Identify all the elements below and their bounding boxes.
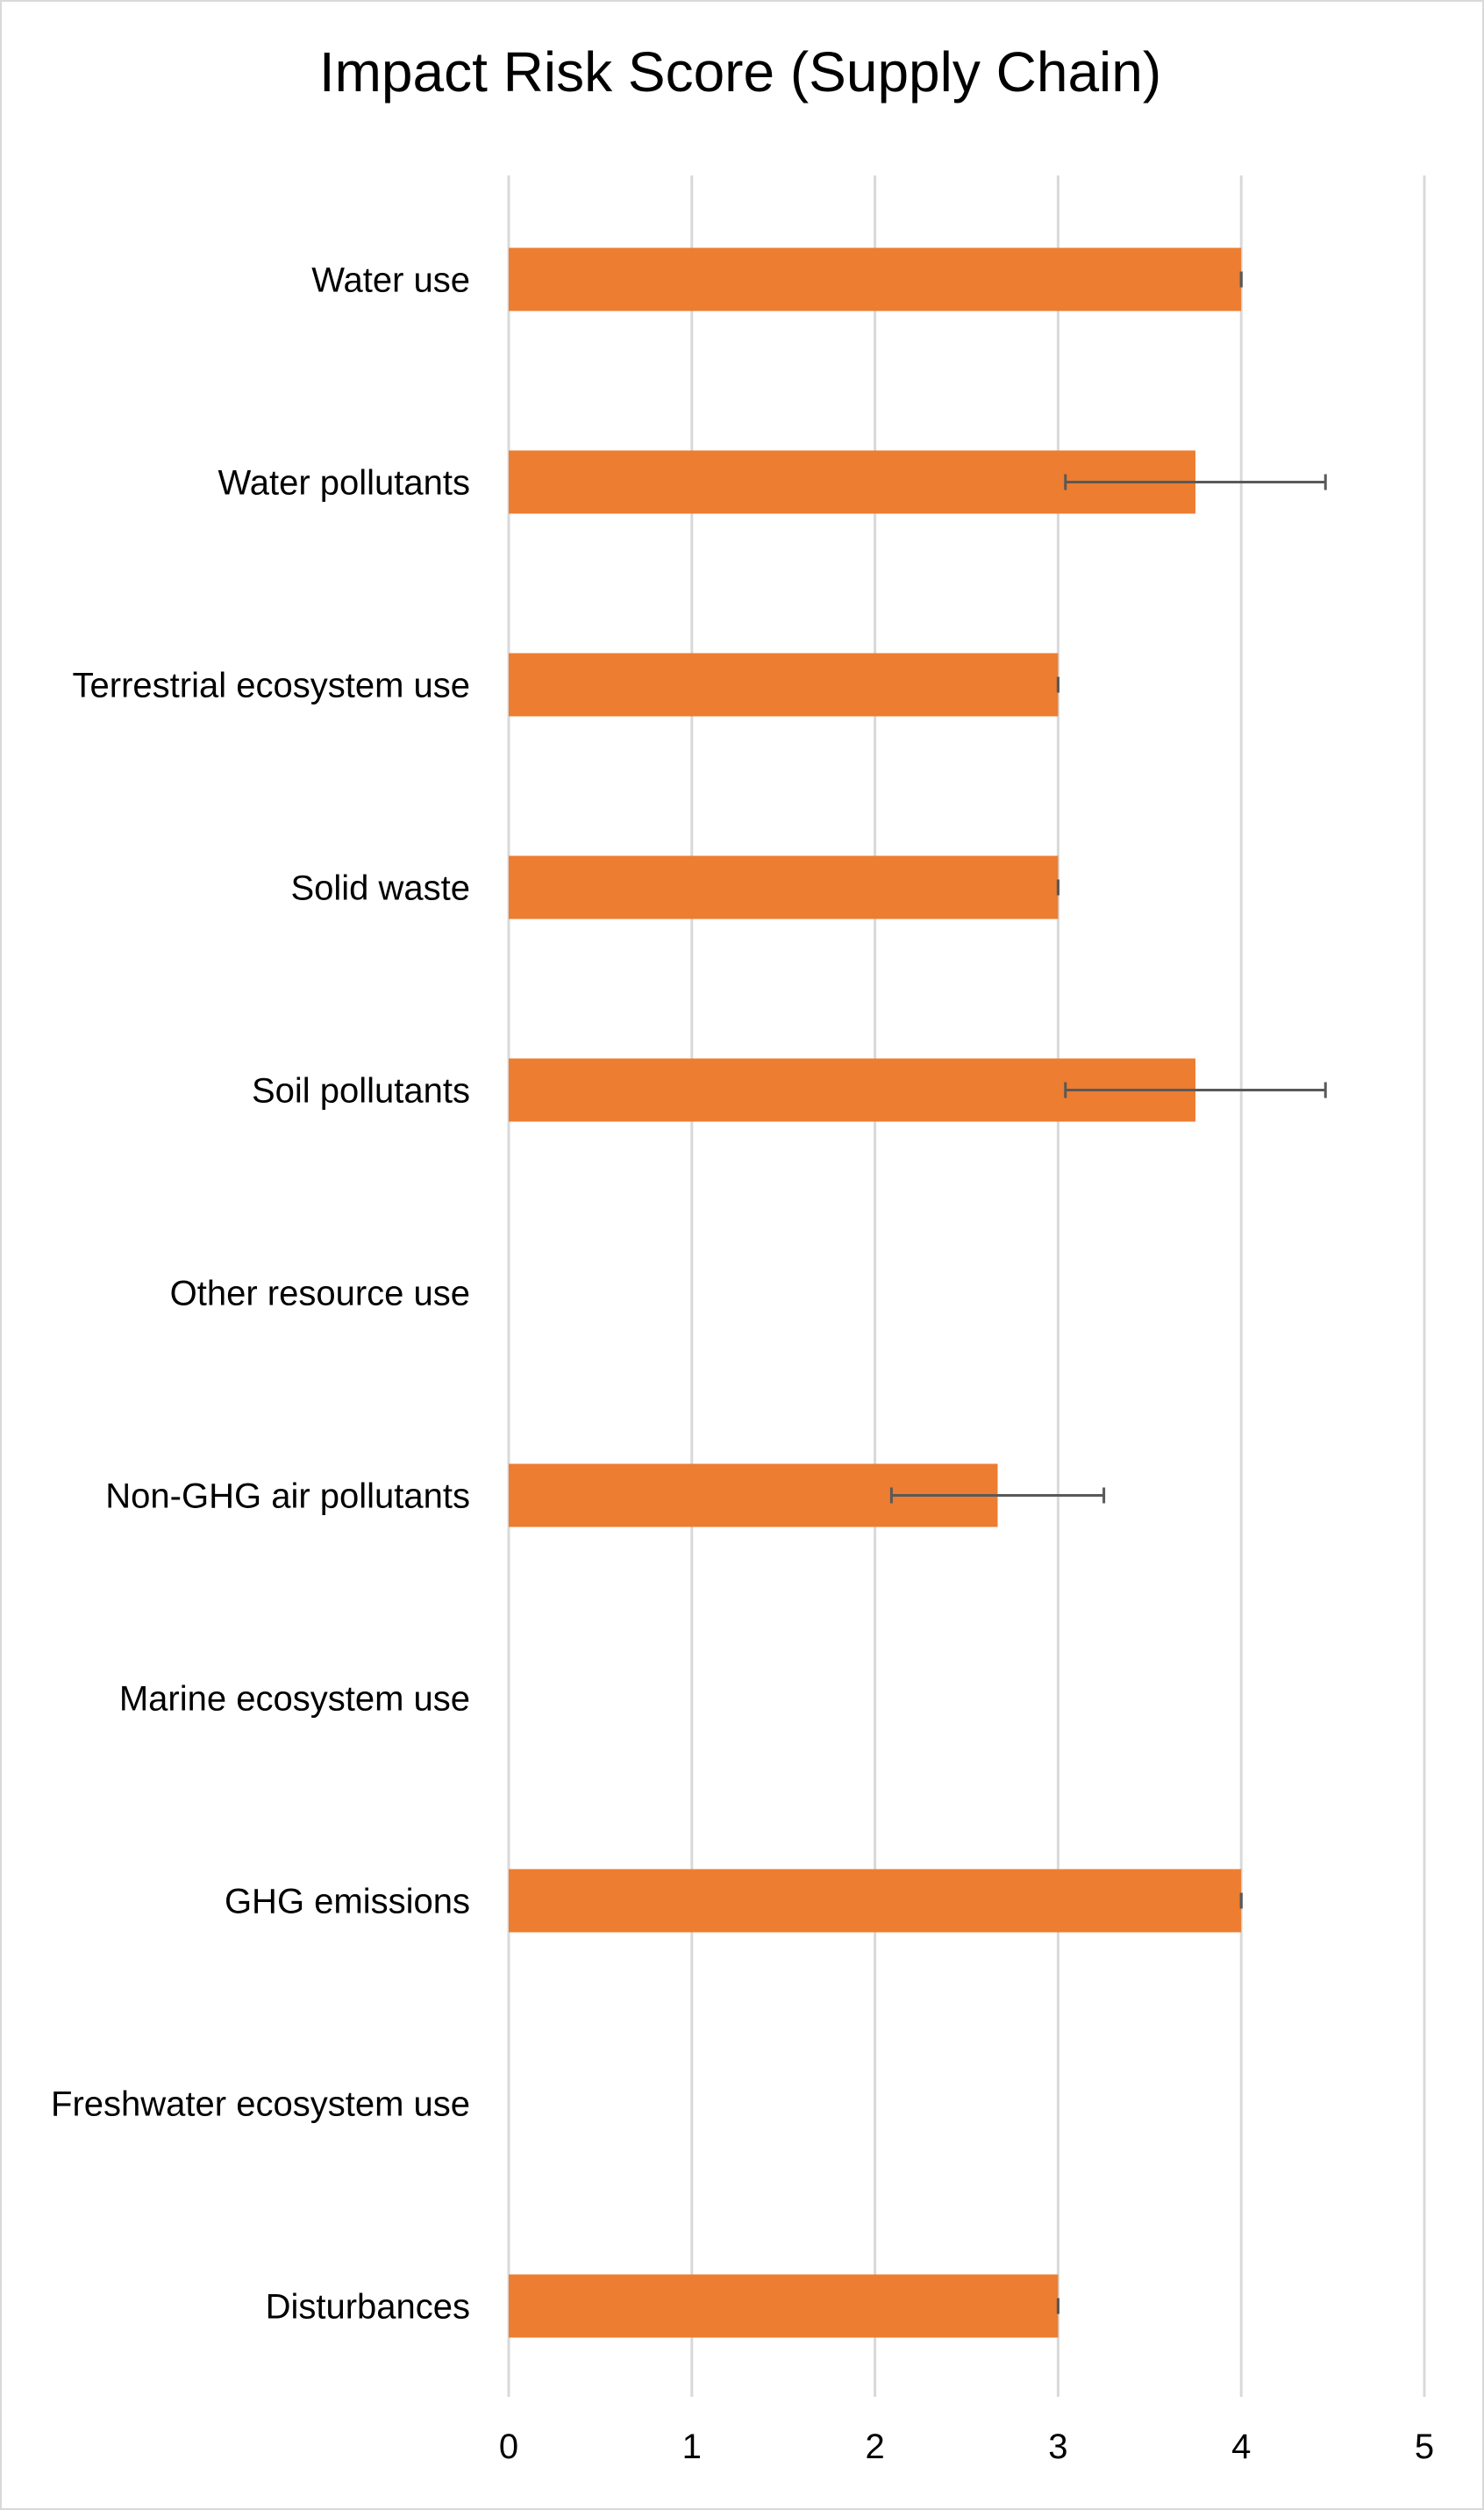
category-label: Water use — [311, 261, 470, 300]
category-label: GHG emissions — [225, 1883, 470, 1921]
error-bar — [1064, 1082, 1327, 1098]
x-tick-label: 5 — [1415, 2428, 1434, 2466]
x-tick-label: 1 — [682, 2428, 702, 2466]
bar — [509, 653, 1059, 717]
category-label: Marine ecosystem use — [119, 1680, 470, 1719]
x-tick-label: 2 — [865, 2428, 884, 2466]
category-label: Terrestrial ecosystem use — [73, 667, 470, 705]
x-tick-label: 4 — [1231, 2428, 1251, 2466]
category-label: Soil pollutants — [252, 1072, 470, 1111]
error-bar — [889, 1487, 1106, 1504]
bar — [509, 855, 1059, 919]
bar — [509, 247, 1242, 311]
category-label: Water pollutants — [218, 464, 470, 503]
x-tick-label: 0 — [499, 2428, 518, 2466]
x-tick-label: 3 — [1048, 2428, 1067, 2466]
category-label: Other resource use — [170, 1275, 470, 1313]
category-label: Freshwater ecosystem use — [51, 2085, 470, 2124]
error-bar — [1064, 474, 1327, 490]
bar — [509, 2274, 1059, 2338]
bar — [509, 1869, 1242, 1933]
category-label: Non-GHG air pollutants — [105, 1477, 470, 1516]
chart-title: Impact Risk Score (Supply Chain) — [318, 40, 1162, 104]
category-label: Disturbances — [266, 2288, 470, 2327]
category-label: Solid waste — [290, 869, 470, 908]
